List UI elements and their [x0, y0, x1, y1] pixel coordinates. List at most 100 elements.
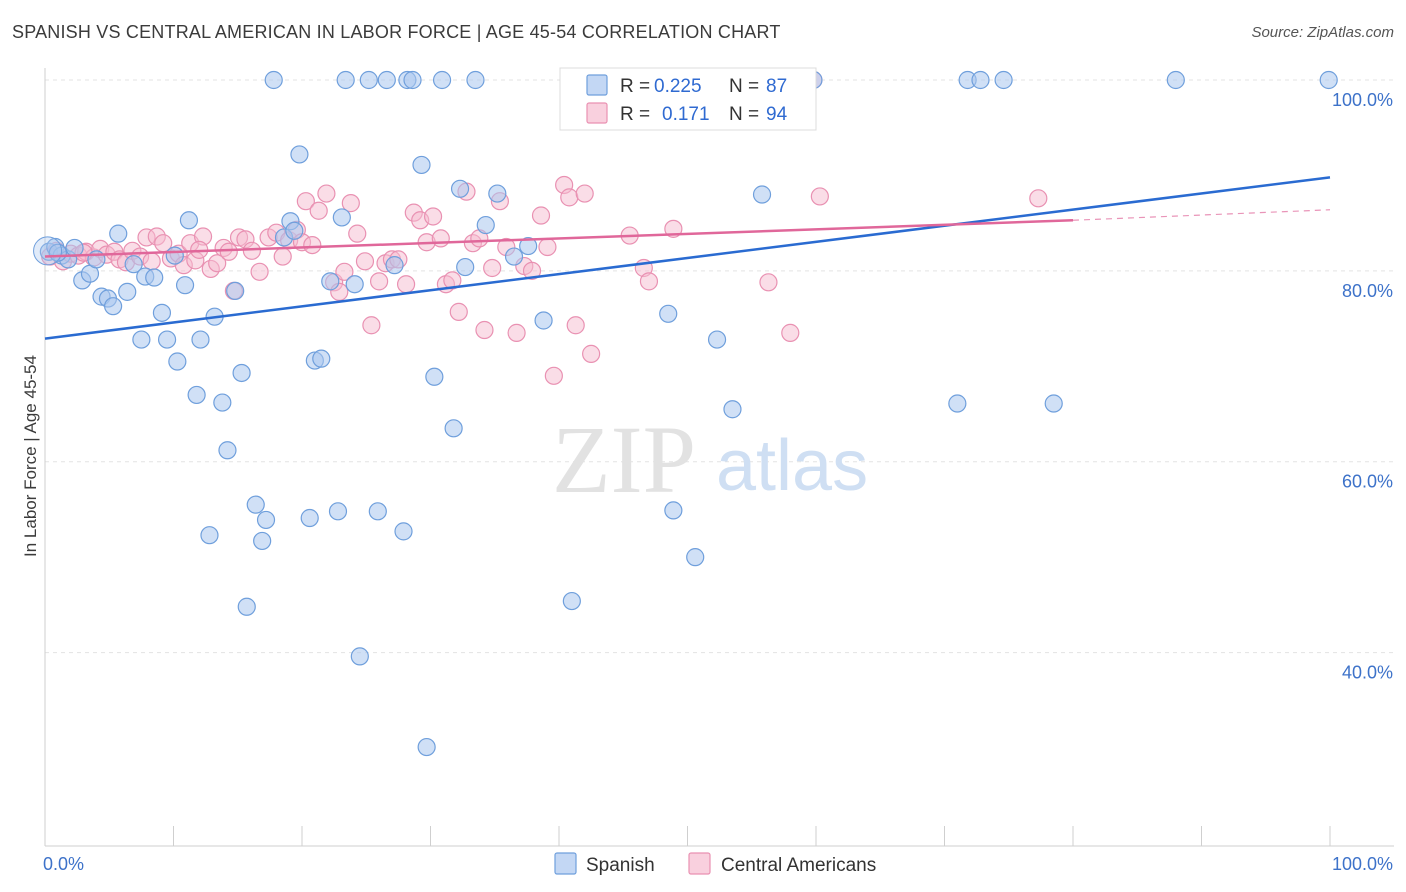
- central-americans-point: [566, 316, 585, 335]
- central-trend-line: [44, 219, 1074, 258]
- x-tick-labels: 0.0% 100.0%: [43, 854, 1393, 874]
- spanish-point: [246, 495, 265, 514]
- spanish-point: [562, 591, 581, 611]
- spanish-point: [425, 367, 444, 386]
- legend-central-n-value: 94: [766, 104, 788, 125]
- central-americans-point: [219, 242, 238, 261]
- spanish-point: [145, 268, 164, 287]
- y-tick-label: 80.0%: [1342, 281, 1393, 301]
- central-americans-point: [208, 254, 227, 273]
- spanish-point: [377, 70, 396, 90]
- spanish-point: [659, 304, 678, 323]
- spanish-point: [534, 311, 553, 330]
- central-americans-point: [423, 207, 443, 226]
- spanish-point: [359, 70, 378, 90]
- watermark-zip: ZIP: [552, 406, 696, 513]
- chart-title: SPANISH VS CENTRAL AMERICAN IN LABOR FOR…: [12, 22, 781, 42]
- spanish-point: [65, 238, 84, 258]
- trend-lines: [44, 176, 1331, 340]
- central-americans-point: [522, 261, 542, 280]
- spanish-point: [466, 70, 485, 90]
- central-americans-point: [507, 323, 526, 342]
- central-americans-point: [582, 344, 601, 363]
- spanish-point: [312, 349, 331, 368]
- central-americans-point: [449, 302, 468, 321]
- spanish-point: [332, 208, 351, 227]
- y-tick-label: 60.0%: [1342, 472, 1393, 492]
- spanish-point: [1319, 70, 1338, 90]
- central-americans-point: [781, 323, 800, 342]
- spanish-point: [226, 281, 245, 300]
- spanish-point: [336, 70, 355, 90]
- spanish-point: [187, 385, 206, 405]
- y-axis-label: In Labor Force | Age 45-54: [21, 355, 40, 557]
- spanish-point: [321, 272, 340, 291]
- legend-spanish-swatch: [586, 74, 608, 96]
- spanish-point: [488, 184, 507, 203]
- central-americans-point: [396, 275, 416, 294]
- legend-central-r-value: 0.171: [662, 104, 710, 125]
- spanish-point: [168, 352, 187, 371]
- spanish-point: [752, 185, 772, 204]
- spanish-point: [300, 508, 319, 528]
- top-legend: R = 0.225 N = 87 R = 0.171 N = 94: [559, 67, 817, 131]
- spanish-point: [444, 419, 463, 438]
- spanish-point: [253, 531, 272, 551]
- bottom-legend-spanish-label: Spanish: [586, 855, 655, 876]
- spanish-point: [237, 597, 256, 616]
- central-americans-point: [531, 206, 551, 225]
- spanish-point: [948, 394, 967, 413]
- bottom-legend-central-label: Central Americans: [721, 855, 876, 876]
- spanish-point: [723, 400, 742, 419]
- central-americans-point: [250, 262, 269, 281]
- central-americans-point: [142, 252, 161, 271]
- spanish-point: [132, 330, 151, 349]
- spanish-point: [118, 282, 137, 301]
- spanish-point: [124, 255, 143, 274]
- watermark: ZIP atlas: [552, 406, 868, 513]
- legend-spanish-n-value: 87: [766, 76, 787, 97]
- central-americans-point: [273, 247, 292, 266]
- watermark-atlas: atlas: [716, 426, 868, 506]
- spanish-point: [191, 330, 210, 349]
- spanish-point: [1166, 70, 1185, 90]
- legend-spanish-r-value: 0.225: [654, 76, 702, 97]
- spanish-point: [213, 393, 232, 412]
- y-tick-label: 100.0%: [1332, 90, 1393, 110]
- y-tick-label: 40.0%: [1342, 663, 1393, 683]
- source-credit: Source: ZipAtlas.com: [1251, 24, 1394, 41]
- central-americans-point: [639, 272, 659, 291]
- spanish-point: [157, 330, 177, 349]
- central-americans-point: [348, 224, 367, 243]
- central-americans-point: [1029, 189, 1048, 208]
- spanish-point: [707, 330, 727, 349]
- central-americans-point: [341, 194, 360, 213]
- spanish-point: [519, 236, 538, 256]
- central-americans-point: [355, 252, 375, 271]
- spanish-point: [290, 145, 309, 164]
- legend-central-r-label: R =: [620, 104, 650, 125]
- x-tick-label-start: 0.0%: [43, 854, 84, 874]
- central-americans-point: [242, 241, 261, 260]
- bottom-legend: Spanish Central Americans: [554, 852, 876, 876]
- spanish-point: [368, 502, 387, 521]
- spanish-point: [345, 275, 364, 294]
- spanish-point: [504, 247, 524, 266]
- bottom-legend-central-swatch: [688, 852, 711, 875]
- y-tick-labels: 40.0% 60.0% 80.0% 100.0%: [1332, 90, 1393, 683]
- spanish-point: [971, 70, 990, 90]
- spanish-cluster-point: [33, 236, 63, 266]
- bottom-legend-spanish-swatch: [554, 852, 577, 875]
- spanish-point: [285, 221, 304, 240]
- spanish-point: [218, 441, 237, 460]
- spanish-point: [994, 70, 1013, 90]
- legend-spanish-n-label: N =: [729, 76, 759, 97]
- spanish-point: [476, 215, 495, 235]
- spanish-point: [1044, 394, 1063, 413]
- legend-central-n-label: N =: [729, 104, 759, 125]
- spanish-point: [104, 297, 123, 316]
- axes: [44, 68, 1394, 847]
- spanish-point: [256, 510, 276, 530]
- central-americans-point: [443, 271, 462, 290]
